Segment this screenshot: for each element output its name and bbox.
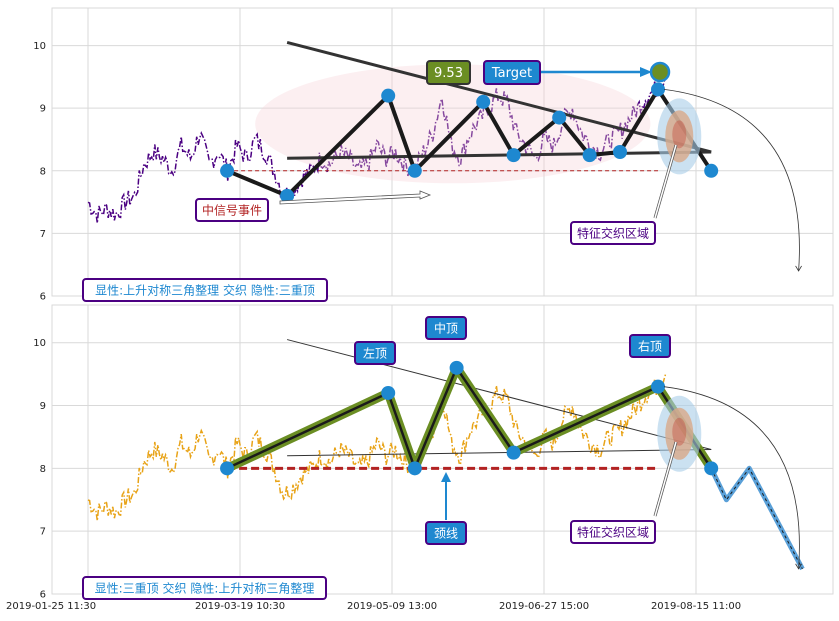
bottom-zone-label: 特征交织区域 (577, 524, 649, 539)
top-pattern-marker (280, 188, 295, 203)
top-upper-trendline (286, 40, 712, 154)
top-pattern-marker (651, 82, 665, 97)
top-summary-label-box (82, 278, 328, 302)
top-zone-label-group: 特征交织区域 (570, 221, 656, 245)
bottom-lower-trendline (287, 449, 712, 457)
x-tick-label: 2019-01-25 11:30 (6, 601, 96, 612)
bottom-summary-label: 显性:三重顶 交织 隐性:上升对称三角整理 (95, 580, 315, 595)
bottom-left-top-label-box (354, 341, 396, 365)
top-y-tick-label: 7 (40, 229, 46, 240)
top-pattern-marker (220, 163, 235, 178)
top-pattern-marker (704, 163, 719, 178)
top-pattern-marker (476, 94, 491, 109)
top-y-tick-label: 8 (40, 166, 46, 177)
bottom-target-curve (663, 386, 800, 569)
bottom-pattern-marker (704, 461, 719, 476)
top-price-line (87, 76, 667, 224)
top-price-label-group: 9.53 (426, 60, 471, 85)
bottom-projection-dash (710, 467, 803, 570)
top-lower-trendline (287, 150, 712, 160)
top-price-label-box (426, 60, 471, 85)
bottom-mid-top-label: 中顶 (434, 320, 458, 335)
x-tick-label: 2019-03-19 10:30 (195, 601, 285, 612)
bottom-price-line (87, 373, 667, 521)
top-target-arrowhead (795, 265, 802, 272)
bottom-target-arrowhead (795, 563, 802, 570)
top-pattern-marker (582, 148, 597, 163)
top-zone-label-box (570, 221, 656, 245)
top-zone-mid (665, 110, 694, 163)
top-pattern-marker (613, 145, 627, 159)
top-target-arrowhead-head (640, 67, 652, 77)
bottom-left-top-label: 左顶 (363, 345, 387, 360)
bottom-right-top-label: 右顶 (638, 338, 662, 353)
bottom-zone-mid (665, 407, 694, 460)
x-tick-label: 2019-06-27 15:00 (499, 601, 589, 612)
top-target-label: Target (491, 66, 532, 81)
top-event-label-box (195, 198, 269, 222)
top-target-marker (649, 61, 671, 83)
bottom-neckline-arrowhead (441, 472, 451, 482)
top-target-curve (663, 88, 800, 271)
top-zone-arrow-inner (654, 144, 677, 219)
top-zone-inner (672, 120, 687, 149)
bottom-y-tick-label: 10 (33, 338, 46, 349)
bottom-pattern-marker (506, 445, 521, 460)
bottom-left-top-label-group: 左顶 (354, 341, 396, 365)
top-summary-label-group: 显性:上升对称三角整理 交织 隐性:三重顶 (82, 278, 328, 302)
x-tick-label: 2019-08-15 11:00 (651, 601, 741, 612)
bottom-y-tick-label: 8 (40, 464, 46, 475)
top-zone-label: 特征交织区域 (577, 225, 649, 240)
bottom-pattern-marker (407, 461, 422, 476)
bottom-mid-top-label-group: 中顶 (425, 316, 467, 340)
top-pattern-marker (552, 110, 567, 125)
top-y-tick-label: 6 (40, 292, 46, 303)
top-pattern-marker (381, 88, 396, 103)
top-event-arrow (279, 190, 432, 205)
top-event-label-group: 中信号事件 (195, 198, 269, 222)
top-event-label: 中信号事件 (202, 202, 262, 217)
bottom-y-tick-label: 7 (40, 527, 46, 538)
bottom-right-top-label-box (629, 334, 671, 358)
top-summary-label: 显性:上升对称三角整理 交织 隐性:三重顶 (95, 282, 315, 297)
bottom-neckline-label-group: 颈线 (425, 521, 467, 545)
top-price-label: 9.53 (434, 66, 463, 81)
bottom-pattern-marker (651, 379, 665, 394)
bottom-neckline-label-box (425, 521, 467, 545)
x-tick-label: 2019-05-09 13:00 (347, 601, 437, 612)
bottom-zone-label-group: 特征交织区域 (570, 520, 656, 544)
bottom-y-tick-label: 9 (40, 401, 46, 412)
bottom-y-tick-label: 6 (40, 590, 46, 601)
top-target-label-box (483, 60, 541, 85)
bottom-summary-label-group: 显性:三重顶 交织 隐性:上升对称三角整理 (82, 576, 327, 600)
bottom-pattern-marker (220, 461, 235, 476)
bottom-zone-label-box (570, 520, 656, 544)
top-y-tick-label: 10 (33, 41, 46, 52)
top-target-label-group: Target (483, 60, 541, 85)
bottom-summary-label-box (82, 576, 327, 600)
bottom-zone-arrow-inner (654, 441, 677, 517)
top-pattern-marker (407, 163, 422, 178)
bottom-neckline-label: 颈线 (434, 526, 458, 540)
bottom-zone-inner (672, 417, 687, 446)
top-pattern-marker (506, 148, 521, 163)
bottom-mid-top-label-box (425, 316, 467, 340)
bottom-plot-frame (51, 304, 834, 595)
bottom-pattern-marker (381, 385, 396, 400)
top-y-tick-label: 9 (40, 104, 46, 115)
bottom-right-top-label-group: 右顶 (629, 334, 671, 358)
bottom-pattern-marker (449, 360, 464, 375)
